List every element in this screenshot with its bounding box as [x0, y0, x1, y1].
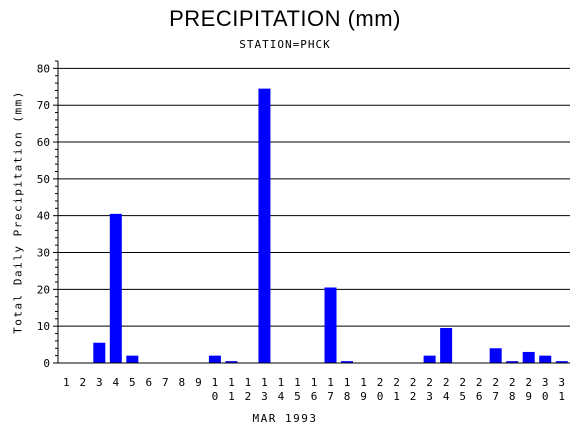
x-tick-label: 2: [492, 376, 499, 389]
x-tick-label: 7: [162, 376, 169, 389]
x-tick-label: 1: [278, 376, 285, 389]
x-tick-label: 2: [476, 376, 483, 389]
chart-subtitle: STATION=PHCK: [239, 38, 331, 51]
x-tick-label: 2: [525, 376, 532, 389]
x-tick-label: 7: [492, 390, 499, 403]
x-tick-label: 4: [443, 390, 450, 403]
x-tick-label: 1: [228, 376, 235, 389]
bar-day-13: [258, 88, 271, 363]
bar-day-23: [423, 355, 436, 363]
bar-layer: [93, 88, 568, 363]
bar-day-18: [341, 361, 354, 363]
bar-day-31: [555, 361, 568, 363]
x-tick-label: 6: [476, 390, 483, 403]
x-tick-label: 8: [179, 376, 186, 389]
y-tick-label: 20: [37, 283, 50, 296]
x-tick-label: 2: [459, 376, 466, 389]
x-tick-label: 9: [360, 390, 367, 403]
bar-day-30: [539, 355, 552, 363]
bar-day-11: [225, 361, 238, 363]
x-tick-label: 0: [212, 390, 219, 403]
x-tick-label: 1: [311, 376, 318, 389]
x-tick-label: 1: [344, 376, 351, 389]
x-tick-label: 5: [459, 390, 466, 403]
grid-layer: [58, 67, 570, 364]
x-axis-label: MAR 1993: [252, 412, 318, 425]
x-tick-label: 1: [245, 376, 252, 389]
y-tick-label: 80: [37, 62, 50, 75]
y-tick-label: 70: [37, 99, 50, 112]
x-tick-label: 6: [146, 376, 153, 389]
y-tick-label: 10: [37, 320, 50, 333]
x-tick-label: 1: [294, 376, 301, 389]
bar-day-24: [440, 328, 453, 363]
x-tick-label: 9: [525, 390, 532, 403]
x-tick-label: 3: [426, 390, 433, 403]
x-tick-label: 4: [112, 376, 119, 389]
bar-day-27: [489, 348, 502, 363]
x-tick-label: 2: [393, 376, 400, 389]
x-tick-label: 1: [63, 376, 70, 389]
y-tick-label: 40: [37, 210, 50, 223]
y-tick-label: 60: [37, 136, 50, 149]
bar-day-29: [522, 351, 535, 363]
x-tick-label: 1: [261, 376, 268, 389]
x-tick-label: 7: [327, 390, 334, 403]
x-tick-label: 8: [509, 390, 516, 403]
x-tick-label: 4: [278, 390, 285, 403]
x-tick-label: 8: [344, 390, 351, 403]
bar-day-3: [93, 342, 106, 363]
x-tick-label: 5: [129, 376, 136, 389]
x-tick-label: 3: [261, 390, 268, 403]
x-tick-label: 2: [377, 376, 384, 389]
x-tick-label: 9: [195, 376, 202, 389]
x-tick-label: 2: [410, 376, 417, 389]
x-tick-label: 3: [96, 376, 103, 389]
x-tick-label: 2: [509, 376, 516, 389]
x-tick-label: 1: [327, 376, 334, 389]
x-tick-label: 1: [360, 376, 367, 389]
x-tick-label: 2: [79, 376, 86, 389]
bar-day-5: [126, 355, 139, 363]
bar-day-17: [324, 287, 337, 363]
x-tick-label: 1: [558, 390, 565, 403]
x-tick-label: 2: [443, 376, 450, 389]
x-tick-label: 6: [311, 390, 318, 403]
bar-day-28: [506, 361, 519, 363]
x-tick-label: 0: [542, 390, 549, 403]
x-tick-label: 1: [228, 390, 235, 403]
y-tick-label: 50: [37, 173, 50, 186]
y-tick-label: 30: [37, 247, 50, 260]
x-tick-label: 2: [426, 376, 433, 389]
x-tick-label: 1: [212, 376, 219, 389]
bar-day-10: [208, 355, 221, 363]
x-tick-label: 2: [410, 390, 417, 403]
chart-title: PRECIPITATION (mm): [169, 6, 401, 31]
bar-day-4: [109, 213, 122, 363]
x-tick-label: 3: [542, 376, 549, 389]
x-tick-label: 2: [245, 390, 252, 403]
y-tick-label: 0: [43, 357, 50, 370]
x-tick-label: 3: [558, 376, 565, 389]
x-tick-label: 5: [294, 390, 301, 403]
x-tick-label: 1: [393, 390, 400, 403]
x-tick-label: 0: [377, 390, 384, 403]
